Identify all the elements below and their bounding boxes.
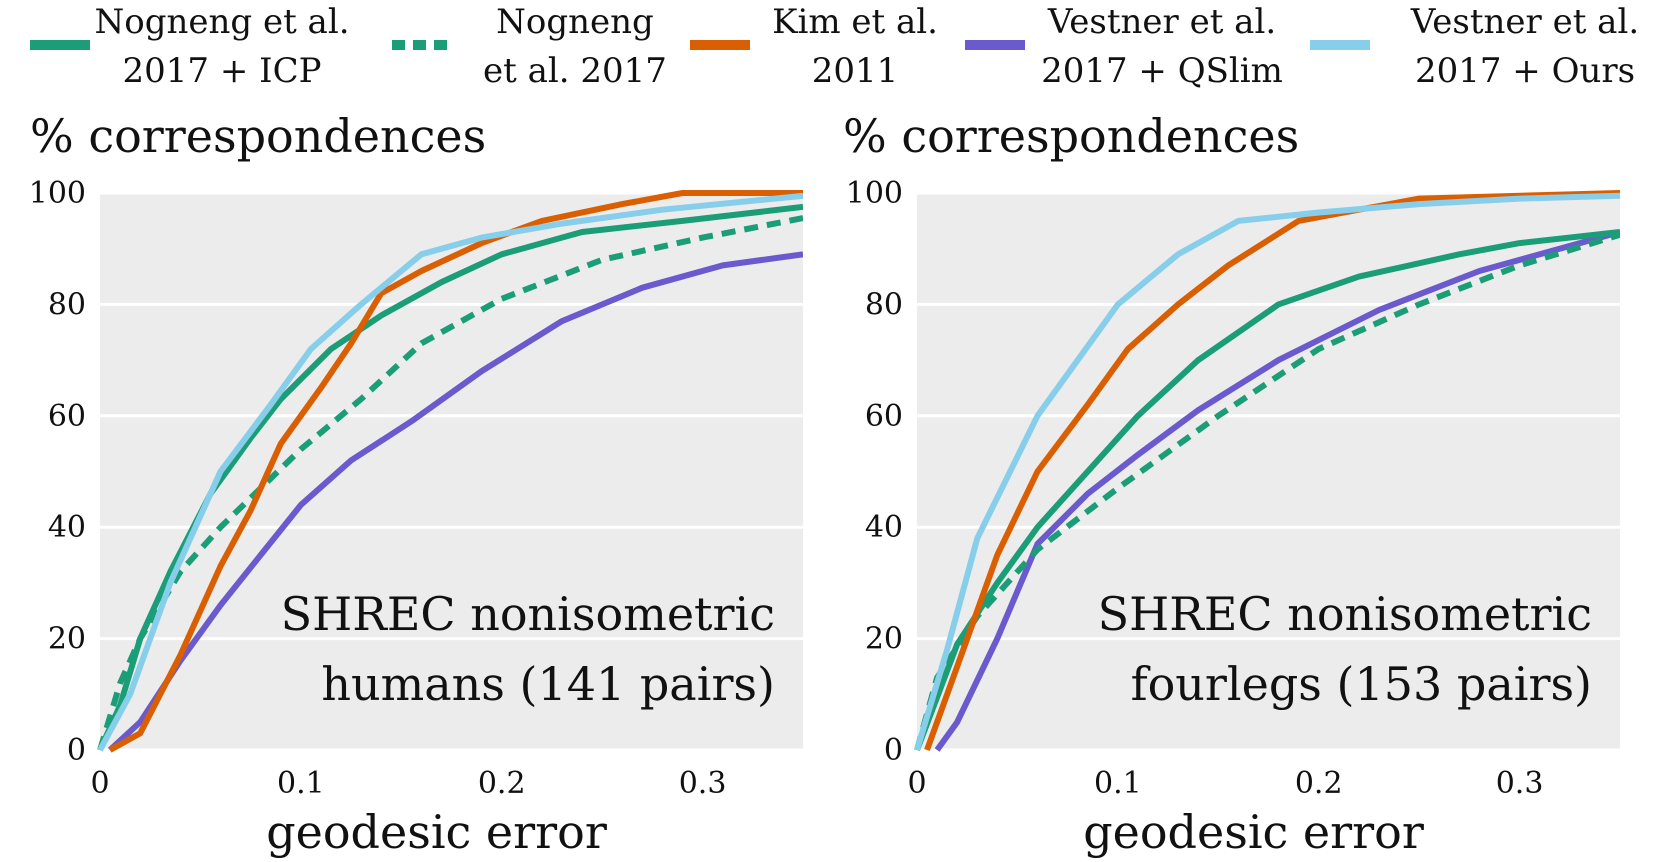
legend: Nogneng et al. 2017 + ICP Nogneng et al. 20… [30,2,1639,91]
dataset-annotation-line1: SHREC nonisometric [281,587,775,641]
legend-item: Vestner et al. 2017 + Ours [1310,2,1639,91]
dataset-annotation-line2: humans (141 pairs) [321,657,775,711]
legend-item: Kim et al. 2011 [690,2,938,91]
y-axis-label: % correspondences [843,109,1299,163]
series-line [934,229,1620,752]
plot-area [917,193,1620,750]
dataset-annotation-line1: SHREC nonisometric [1098,587,1592,641]
x-tick-label: 0 [907,766,926,801]
y-tick-label: 100 [846,176,903,211]
legend-label-line1: Vestner et al. [1410,2,1639,42]
legend-label-line2: 2017 + ICP [123,51,322,91]
legend-label-line1: Nogneng et al. [94,2,349,42]
legend-label-line2: 2017 + Ours [1415,51,1635,91]
x-axis-label: geodesic error [1083,805,1424,859]
x-tick-label: 0.1 [277,766,325,801]
series-line [914,192,1620,751]
legend-label-line1: Kim et al. [772,2,938,42]
series-line [108,190,803,753]
y-tick-label: 80 [865,287,903,322]
y-tick-label: 80 [48,287,86,322]
y-tick-label: 60 [48,399,86,434]
legend-label-line1: Vestner et al. [1047,2,1276,42]
series-line [914,231,1620,751]
x-tick-label: 0 [90,766,109,801]
x-tick-label: 0.3 [1496,766,1544,801]
y-tick-label: 40 [48,510,86,545]
legend-label-line2: et al. 2017 [483,51,667,91]
y-tick-label: 60 [865,399,903,434]
y-tick-label: 100 [29,176,86,211]
x-tick-label: 0.1 [1094,766,1142,801]
x-tick-label: 0.3 [679,766,727,801]
dataset-annotation-line2: fourlegs (153 pairs) [1131,657,1592,711]
chart-panel-2: 0 20 40 60 80 100 0 0.1 0.2 0.3 % correspondences g… [843,109,1620,859]
y-tick-label: 0 [67,733,86,768]
x-tick-label: 0.2 [1295,766,1343,801]
plot-area [100,193,803,750]
x-axis-label: geodesic error [266,805,607,859]
y-tick-label: 40 [865,510,903,545]
y-tick-label: 0 [884,733,903,768]
legend-label-line1: Nogneng [496,2,654,42]
legend-item: Nogneng et al. 2017 [392,2,667,91]
chart-panel-1: 0 20 40 60 80 100 0 0.1 0.2 0.3 % correspondences g… [29,109,803,859]
legend-item: Nogneng et al. 2017 + ICP [30,2,350,91]
y-tick-label: 20 [48,622,86,657]
legend-label-line2: 2017 + QSlim [1041,51,1283,91]
series-line [97,203,803,752]
legend-label-line2: 2011 [812,51,899,91]
legend-item: Vestner et al. 2017 + QSlim [965,2,1283,91]
y-axis-label: % correspondences [30,109,486,163]
series-line [914,229,1620,752]
x-tick-label: 0.2 [478,766,526,801]
y-tick-label: 20 [865,622,903,657]
series-line [97,192,803,752]
